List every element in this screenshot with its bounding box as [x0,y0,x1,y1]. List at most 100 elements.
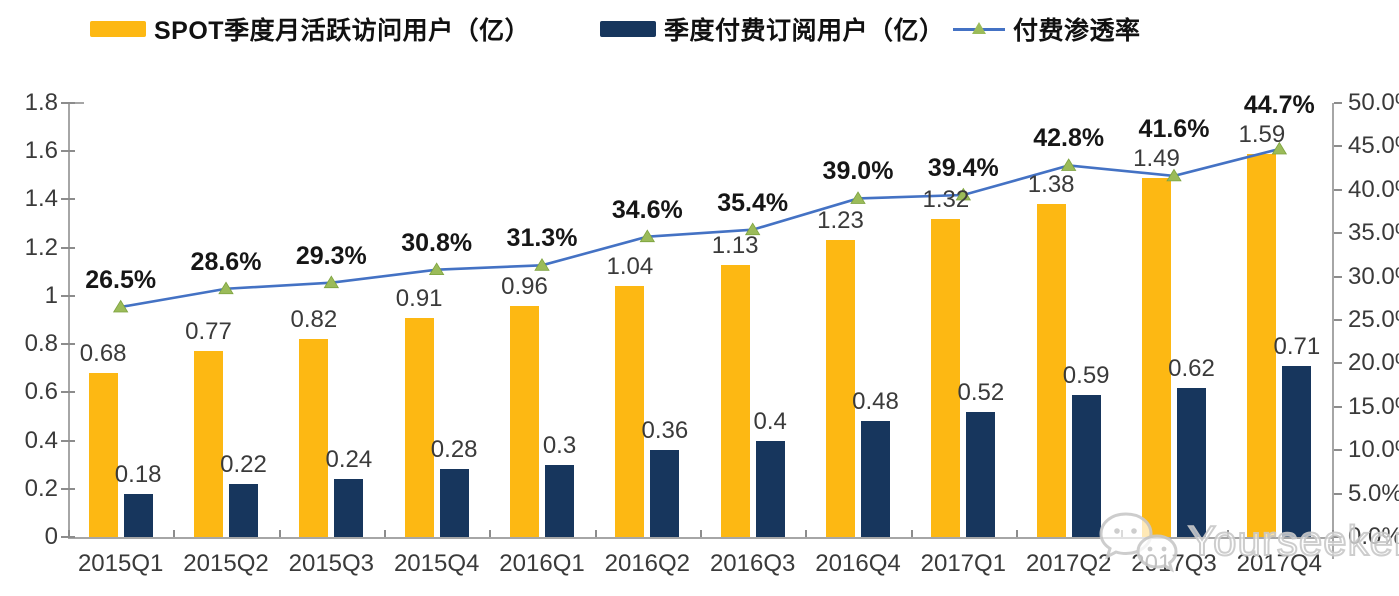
left-axis-label: 0.2 [24,474,58,502]
penetration-value-label: 30.8% [401,228,473,257]
subs-bar-value-label: 0.22 [220,450,267,478]
subs-bar [334,479,364,537]
right-axis-label: 0.0% [1348,523,1399,550]
line-marker-triangle-icon [534,258,550,271]
legend-label-subs: 季度付费订阅用户（亿） [664,17,945,45]
right-axis-tick [1334,275,1342,278]
penetration-value-label: 41.6% [1138,114,1210,143]
left-axis-label: 0.8 [24,330,58,358]
mau-bar-value-label: 1.32 [922,185,970,213]
penetration-value-label: 44.7% [1243,90,1315,119]
right-axis-tick [1334,145,1342,148]
right-axis-label: 10.0% [1348,436,1399,464]
subs-bar-swatch-icon [600,21,656,37]
left-axis-label: 0.4 [24,426,58,454]
subs-bar-value-label: 0.48 [852,388,899,416]
penetration-value-label: 34.6% [611,195,683,224]
subs-bar [1177,387,1206,537]
mau-bar-value-label: 0.82 [290,306,338,334]
x-axis-tick [68,530,70,537]
subs-bar-value-label: 0.4 [753,407,787,435]
subs-bar [966,411,996,537]
right-axis-tick [1334,319,1342,321]
mau-bar-value-label: 1.38 [1027,171,1075,199]
legend-item-mau: SPOT季度月活跃访问用户（亿） [90,14,530,45]
left-axis-line [68,103,70,537]
left-axis-tick [61,102,75,104]
mau-bar-value-label: 0.91 [395,284,443,312]
line-marker-triangle-icon [1060,158,1077,171]
subs-bar-value-label: 0.71 [1273,332,1321,360]
left-axis-tick [61,487,75,490]
penetration-value-label: 42.8% [1033,124,1105,153]
subs-bar [861,421,890,537]
left-axis-label: 1.2 [24,233,58,261]
penetration-value-label: 31.3% [506,224,578,253]
x-axis-tick [278,530,281,537]
penetration-value-label: 29.3% [295,241,367,270]
left-axis-label: 1.8 [24,89,58,116]
right-axis-label: 30.0% [1348,262,1399,290]
right-axis-tick [1334,492,1342,495]
x-axis-tick [1226,530,1229,537]
left-axis-label: 0.6 [24,378,58,406]
x-axis-tick [910,530,913,537]
x-axis-tick [1016,530,1018,537]
subs-bar [650,450,680,537]
mau-bar-value-label: 0.77 [185,318,232,346]
right-axis-label: 35.0% [1348,219,1399,247]
penetration-value-label: 39.0% [822,157,894,186]
line-marker-triangle-icon [218,281,234,295]
legend-item-penetration: 付费渗透率 [953,14,1141,45]
x-axis-tick [805,530,808,537]
right-axis-tick [1334,449,1342,452]
x-axis-label: 2016Q1 [499,550,585,577]
x-axis-tick [384,530,386,537]
x-axis-label: 2017Q1 [920,550,1007,577]
right-axis-tick [1334,362,1342,365]
left-axis-label: 1.4 [24,185,58,213]
x-axis-line [68,537,1334,539]
right-axis-line [1332,103,1334,559]
right-axis-label: 15.0% [1348,392,1399,420]
left-axis-tick [61,536,75,538]
mau-bar-value-label: 1.04 [606,253,654,281]
x-axis-tick [489,530,492,537]
left-axis-label: 1 [44,281,58,309]
x-axis-label: 2015Q1 [77,550,164,577]
penetration-value-label: 26.5% [85,265,157,294]
wechat-icon [1099,512,1178,573]
right-axis-tick [1334,536,1342,538]
left-axis-tick [61,198,75,201]
penetration-value-label: 39.4% [927,154,999,182]
mau-bar [404,317,434,537]
left-axis-tick [61,294,75,297]
right-axis-label: 50.0% [1348,89,1399,116]
penetration-line [120,147,1280,309]
subs-bar [123,493,153,537]
subs-bar-value-label: 0.62 [1168,354,1215,382]
mau-bar [299,339,329,537]
line-marker-triangle-icon [639,229,656,243]
x-axis-label: 2016Q3 [709,550,796,577]
right-axis-tick [1334,405,1342,408]
x-axis-tick [700,530,702,537]
mau-bar [88,373,118,537]
mau-bar-value-label: 1.13 [711,231,759,259]
left-axis-label: 0 [44,523,58,550]
right-axis-label: 25.0% [1348,306,1399,333]
line-marker-triangle-icon [428,262,445,276]
penetration-value-label: 35.4% [717,188,789,217]
left-axis-tick [61,150,75,153]
watermark: Yourseeker [1096,508,1399,574]
subs-bar-value-label: 0.59 [1062,361,1110,389]
x-axis-label: 2015Q4 [393,550,480,577]
subs-bar [1071,394,1101,537]
penetration-line-swatch-icon [953,21,1005,37]
mau-bar-value-label: 1.59 [1238,120,1286,148]
subs-bar-value-label: 0.52 [957,378,1005,406]
subs-bar [1282,365,1312,537]
subs-bar [755,440,785,537]
subs-bar [229,483,258,537]
